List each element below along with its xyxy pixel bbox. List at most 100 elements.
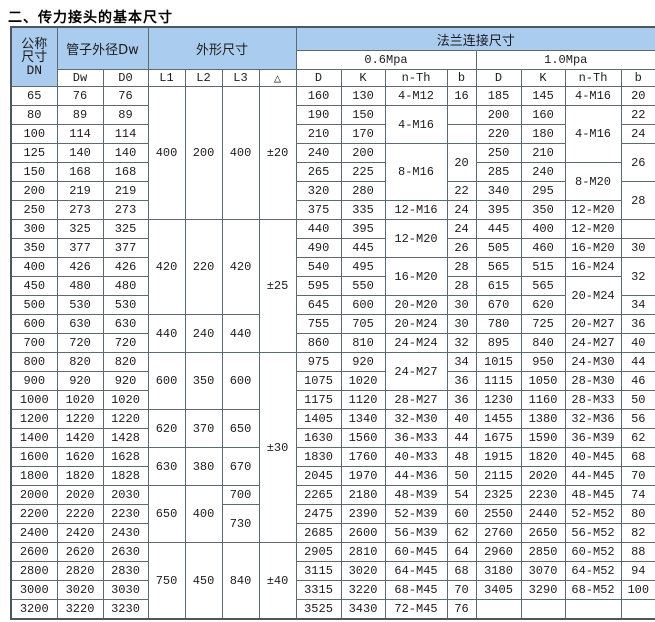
page-title: 二、传力接头的基本尺寸 [8, 10, 173, 26]
table-cell: 150 [340, 105, 386, 125]
table-cell: 820 [102, 352, 149, 372]
table-cell: 2230 [102, 504, 149, 524]
table-cell: 225 [340, 162, 386, 182]
table-cell: 3115 [295, 561, 342, 581]
table-cell: 1230 [475, 390, 522, 410]
table-cell: 550 [340, 276, 386, 296]
table-cell: 2685 [295, 523, 342, 543]
table-cell: 1220 [102, 409, 149, 429]
table-row: 700 720 720 860 810 24-M24 32 895 840 24-M27 40 [10, 333, 655, 353]
table-body: 65 76 76 400 200 400 ±20 160 130 4-M12 16 185 145 4-M… [10, 86, 655, 620]
table-cell: 88 [620, 542, 655, 562]
table-cell: 1820 [520, 447, 566, 467]
table-cell: 530 [102, 295, 149, 315]
table-cell: 89 [56, 105, 104, 125]
table-cell: 3525 [295, 599, 342, 620]
table-cell: 3290 [520, 580, 566, 600]
cell-dn: 200 [10, 181, 58, 201]
cell-dn: 800 [10, 352, 58, 372]
cell-dn: 2400 [10, 523, 58, 543]
table-row: 1000 1020 1020 1175 1120 28-M27 36 1230 1160 28-M… [10, 390, 655, 410]
table-cell: 350 [520, 200, 566, 220]
table-cell: 1828 [102, 466, 149, 486]
header-dn-line3: DN [26, 62, 43, 78]
table-cell: 450 [184, 542, 223, 620]
table-cell: 1760 [340, 447, 386, 467]
table-cell: 74 [620, 485, 655, 505]
table-cell: 273 [56, 200, 104, 220]
header-col-k-06: K [340, 69, 386, 87]
table-cell: 170 [340, 124, 386, 144]
table-cell: 32-M36 [564, 409, 622, 429]
table-cell: 595 [295, 276, 342, 296]
header-col-k-10: K [520, 69, 566, 87]
table-cell: 920 [102, 371, 149, 391]
table-cell: 725 [520, 314, 566, 334]
table-cell: 145 [520, 86, 566, 106]
table-cell: 32-M30 [384, 409, 448, 429]
table-cell: 190 [295, 105, 342, 125]
table-row: 800 820 820 600 350 600 ±30 975 920 24-M27 34 1015 9… [10, 352, 655, 543]
header-col-b-10: b [620, 69, 655, 87]
table-cell: 600 [221, 352, 260, 410]
table-cell: 16-M20 [384, 257, 448, 296]
header-col-delta: △ [258, 69, 297, 87]
table-cell: 16-M24 [564, 257, 622, 277]
table-cell: 895 [475, 333, 522, 353]
table-cell: ±40 [258, 542, 297, 620]
table-cell: 54 [446, 485, 477, 505]
table-cell: 440 [221, 314, 260, 353]
table-cell: 2630 [102, 542, 149, 562]
table-cell: 64-M45 [384, 561, 448, 581]
table-cell: 755 [295, 314, 342, 334]
table-row: 250 273 273 375 335 12-M16 24 395 350 12-M20 [10, 200, 655, 220]
cell-dn: 2000 [10, 485, 58, 505]
table-cell: 16-M20 [564, 238, 622, 258]
table-row: 150 168 168 265 225 285 240 8-M20 [10, 162, 655, 201]
table-cell: 140 [56, 143, 104, 163]
table-cell: 168 [102, 162, 149, 182]
table-cell: 1075 [295, 371, 342, 391]
table-row: 900 920 920 1075 1020 36 1115 1050 28-M30 46 [10, 371, 655, 391]
table-cell: 1020 [56, 390, 104, 410]
table-cell: 650 [221, 409, 260, 448]
table-cell: 720 [56, 333, 104, 353]
table-cell: 60-M52 [564, 542, 622, 562]
table-cell: 1675 [475, 428, 522, 448]
cell-dn: 2800 [10, 561, 58, 581]
table-cell: 670 [475, 295, 522, 315]
table-cell: 94 [620, 561, 655, 581]
table-cell [564, 599, 622, 620]
cell-dn: 500 [10, 295, 58, 315]
cell-dn: 900 [10, 371, 58, 391]
table-cell: 480 [102, 276, 149, 296]
table-cell: 62 [620, 428, 655, 448]
table-cell: 600 [340, 295, 386, 315]
table-cell [475, 599, 522, 620]
table-cell: 320 [295, 181, 342, 201]
table-cell: 325 [102, 219, 149, 239]
table-cell: 30 [446, 295, 477, 315]
table-cell: 40 [620, 333, 655, 353]
header-nominal-size: 公称 尺寸 DN [10, 26, 58, 87]
table-cell: 645 [295, 295, 342, 315]
table-cell: 20-M27 [564, 314, 622, 334]
table-cell: 2905 [295, 542, 342, 562]
table-cell: 860 [295, 333, 342, 353]
table-cell: 395 [340, 219, 386, 239]
table-cell: 24-M27 [564, 333, 622, 353]
table-cell: 920 [340, 352, 386, 372]
table-cell: 2960 [475, 542, 522, 562]
table-cell: 2115 [475, 466, 522, 486]
table-cell: 810 [340, 333, 386, 353]
table-cell: 8-M20 [564, 162, 622, 201]
table-cell: 2220 [56, 504, 104, 524]
table-cell: 20-M24 [384, 314, 448, 334]
header-col-d-10: D [475, 69, 522, 87]
cell-dn: 450 [10, 276, 58, 296]
table-cell: 250 [475, 143, 522, 163]
header-col-l2: L2 [184, 69, 223, 87]
table-cell: 1020 [340, 371, 386, 391]
table-cell: ±25 [258, 219, 297, 353]
table-cell: 975 [295, 352, 342, 372]
